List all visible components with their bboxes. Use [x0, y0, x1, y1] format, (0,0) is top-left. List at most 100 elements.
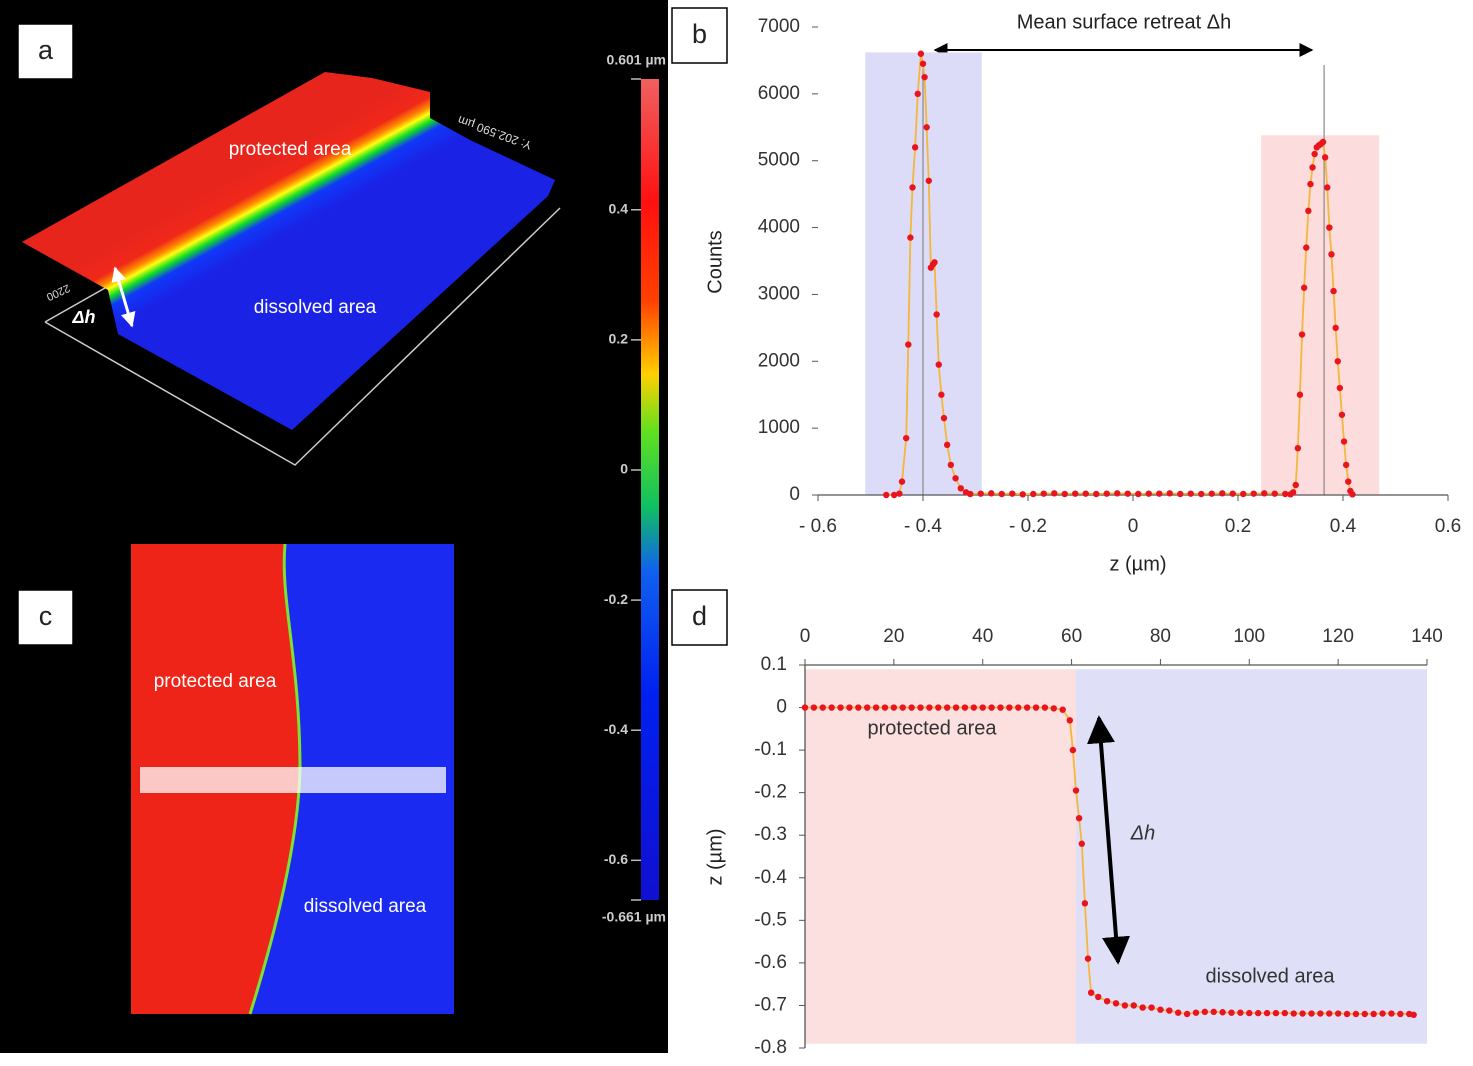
annotation: Mean surface retreat Δh — [1017, 11, 1232, 33]
data-point — [1330, 287, 1337, 295]
data-point — [1148, 1004, 1155, 1011]
data-point — [1326, 224, 1333, 231]
data-point — [1308, 1010, 1315, 1017]
data-point — [952, 704, 960, 711]
data-point — [988, 490, 995, 497]
data-point — [1290, 1010, 1297, 1017]
data-point — [935, 361, 942, 368]
data-point — [947, 461, 955, 469]
data-point — [957, 485, 964, 492]
data-point — [1261, 490, 1268, 497]
data-point — [1177, 490, 1184, 498]
data-point — [1103, 490, 1110, 497]
data-point — [1299, 1010, 1306, 1017]
data-point — [933, 311, 940, 318]
data-point — [1298, 331, 1306, 338]
data-point — [1198, 490, 1205, 498]
data-point — [1082, 490, 1089, 497]
dissolved-label: dissolved area — [254, 297, 377, 318]
data-point — [917, 50, 925, 57]
data-point — [890, 704, 898, 711]
data-point — [1370, 1010, 1377, 1018]
x-tick-label: 60 — [1061, 626, 1082, 647]
data-point — [1334, 358, 1341, 365]
data-point — [1254, 1009, 1262, 1017]
y-tick-label: 4000 — [758, 217, 800, 238]
data-point — [1032, 704, 1040, 711]
data-point — [940, 414, 948, 422]
data-point — [1066, 717, 1073, 724]
step-label: Δh — [71, 307, 95, 327]
data-point — [943, 441, 951, 449]
x-tick-label: 80 — [1150, 626, 1171, 647]
data-point — [896, 490, 903, 497]
data-point — [1334, 1010, 1342, 1017]
data-point — [1157, 1006, 1164, 1013]
data-point — [1103, 997, 1111, 1005]
data-point — [903, 434, 910, 442]
data-point — [898, 478, 906, 485]
data-point — [883, 491, 890, 499]
data-point — [970, 704, 978, 711]
y-axis-label: Counts — [704, 230, 726, 293]
data-point — [1361, 1010, 1369, 1018]
data-point — [1030, 490, 1037, 498]
data-point — [1292, 481, 1299, 489]
data-point — [1084, 955, 1092, 962]
data-point — [988, 704, 995, 711]
y-tick-label: -0.4 — [754, 867, 787, 888]
y-tick-label: 0 — [789, 484, 800, 505]
x-tick-label: 100 — [1233, 626, 1265, 647]
data-point — [1121, 1002, 1129, 1009]
data-point — [1237, 1009, 1244, 1016]
data-point — [911, 144, 919, 151]
data-point — [967, 490, 974, 498]
dissolved-label: dissolved area — [304, 896, 427, 917]
data-point — [1051, 490, 1058, 497]
annotation: protected area — [868, 717, 998, 739]
x-tick-label: - 0.6 — [799, 516, 837, 537]
data-point — [899, 704, 906, 711]
y-tick-label: -0.7 — [754, 994, 787, 1015]
data-point — [1340, 438, 1348, 445]
data-point — [1087, 989, 1095, 996]
x-tick-label: 0 — [800, 626, 811, 647]
data-point — [1336, 384, 1344, 392]
data-point — [1093, 490, 1100, 498]
x-tick-label: 140 — [1411, 626, 1443, 647]
data-point — [1272, 1009, 1280, 1017]
data-point — [1069, 746, 1077, 754]
data-point — [1145, 490, 1152, 497]
data-point — [979, 704, 986, 711]
x-tick-label: 40 — [972, 626, 993, 647]
y-tick-label: -0.3 — [754, 824, 787, 845]
x-tick-label: 20 — [883, 626, 904, 647]
data-point — [1187, 490, 1194, 497]
data-point — [1240, 490, 1247, 498]
y-tick-label: 2000 — [758, 350, 800, 371]
data-point — [1166, 490, 1173, 497]
data-point — [1228, 1009, 1235, 1016]
panel-label: b — [692, 19, 707, 49]
data-point — [1311, 150, 1318, 158]
data-point — [1271, 490, 1278, 497]
data-point — [1135, 490, 1142, 498]
y-tick-label: 7000 — [758, 16, 800, 37]
data-point — [923, 124, 930, 131]
panel-label-box — [17, 23, 74, 80]
data-point — [925, 177, 932, 184]
data-point — [1300, 284, 1308, 291]
x-tick-label: - 0.4 — [904, 516, 942, 537]
y-tick-label: -0.2 — [754, 782, 787, 803]
data-point — [801, 704, 809, 711]
data-point — [926, 704, 933, 711]
y-tick-label: 0 — [776, 697, 787, 718]
colorbar-tick-label: 0.2 — [609, 331, 629, 347]
y-tick-label: 0.1 — [761, 654, 787, 675]
data-point — [1352, 1010, 1360, 1018]
data-point — [997, 704, 1004, 711]
data-point — [1112, 1000, 1120, 1007]
data-point — [1061, 490, 1068, 498]
data-point — [1305, 207, 1312, 215]
